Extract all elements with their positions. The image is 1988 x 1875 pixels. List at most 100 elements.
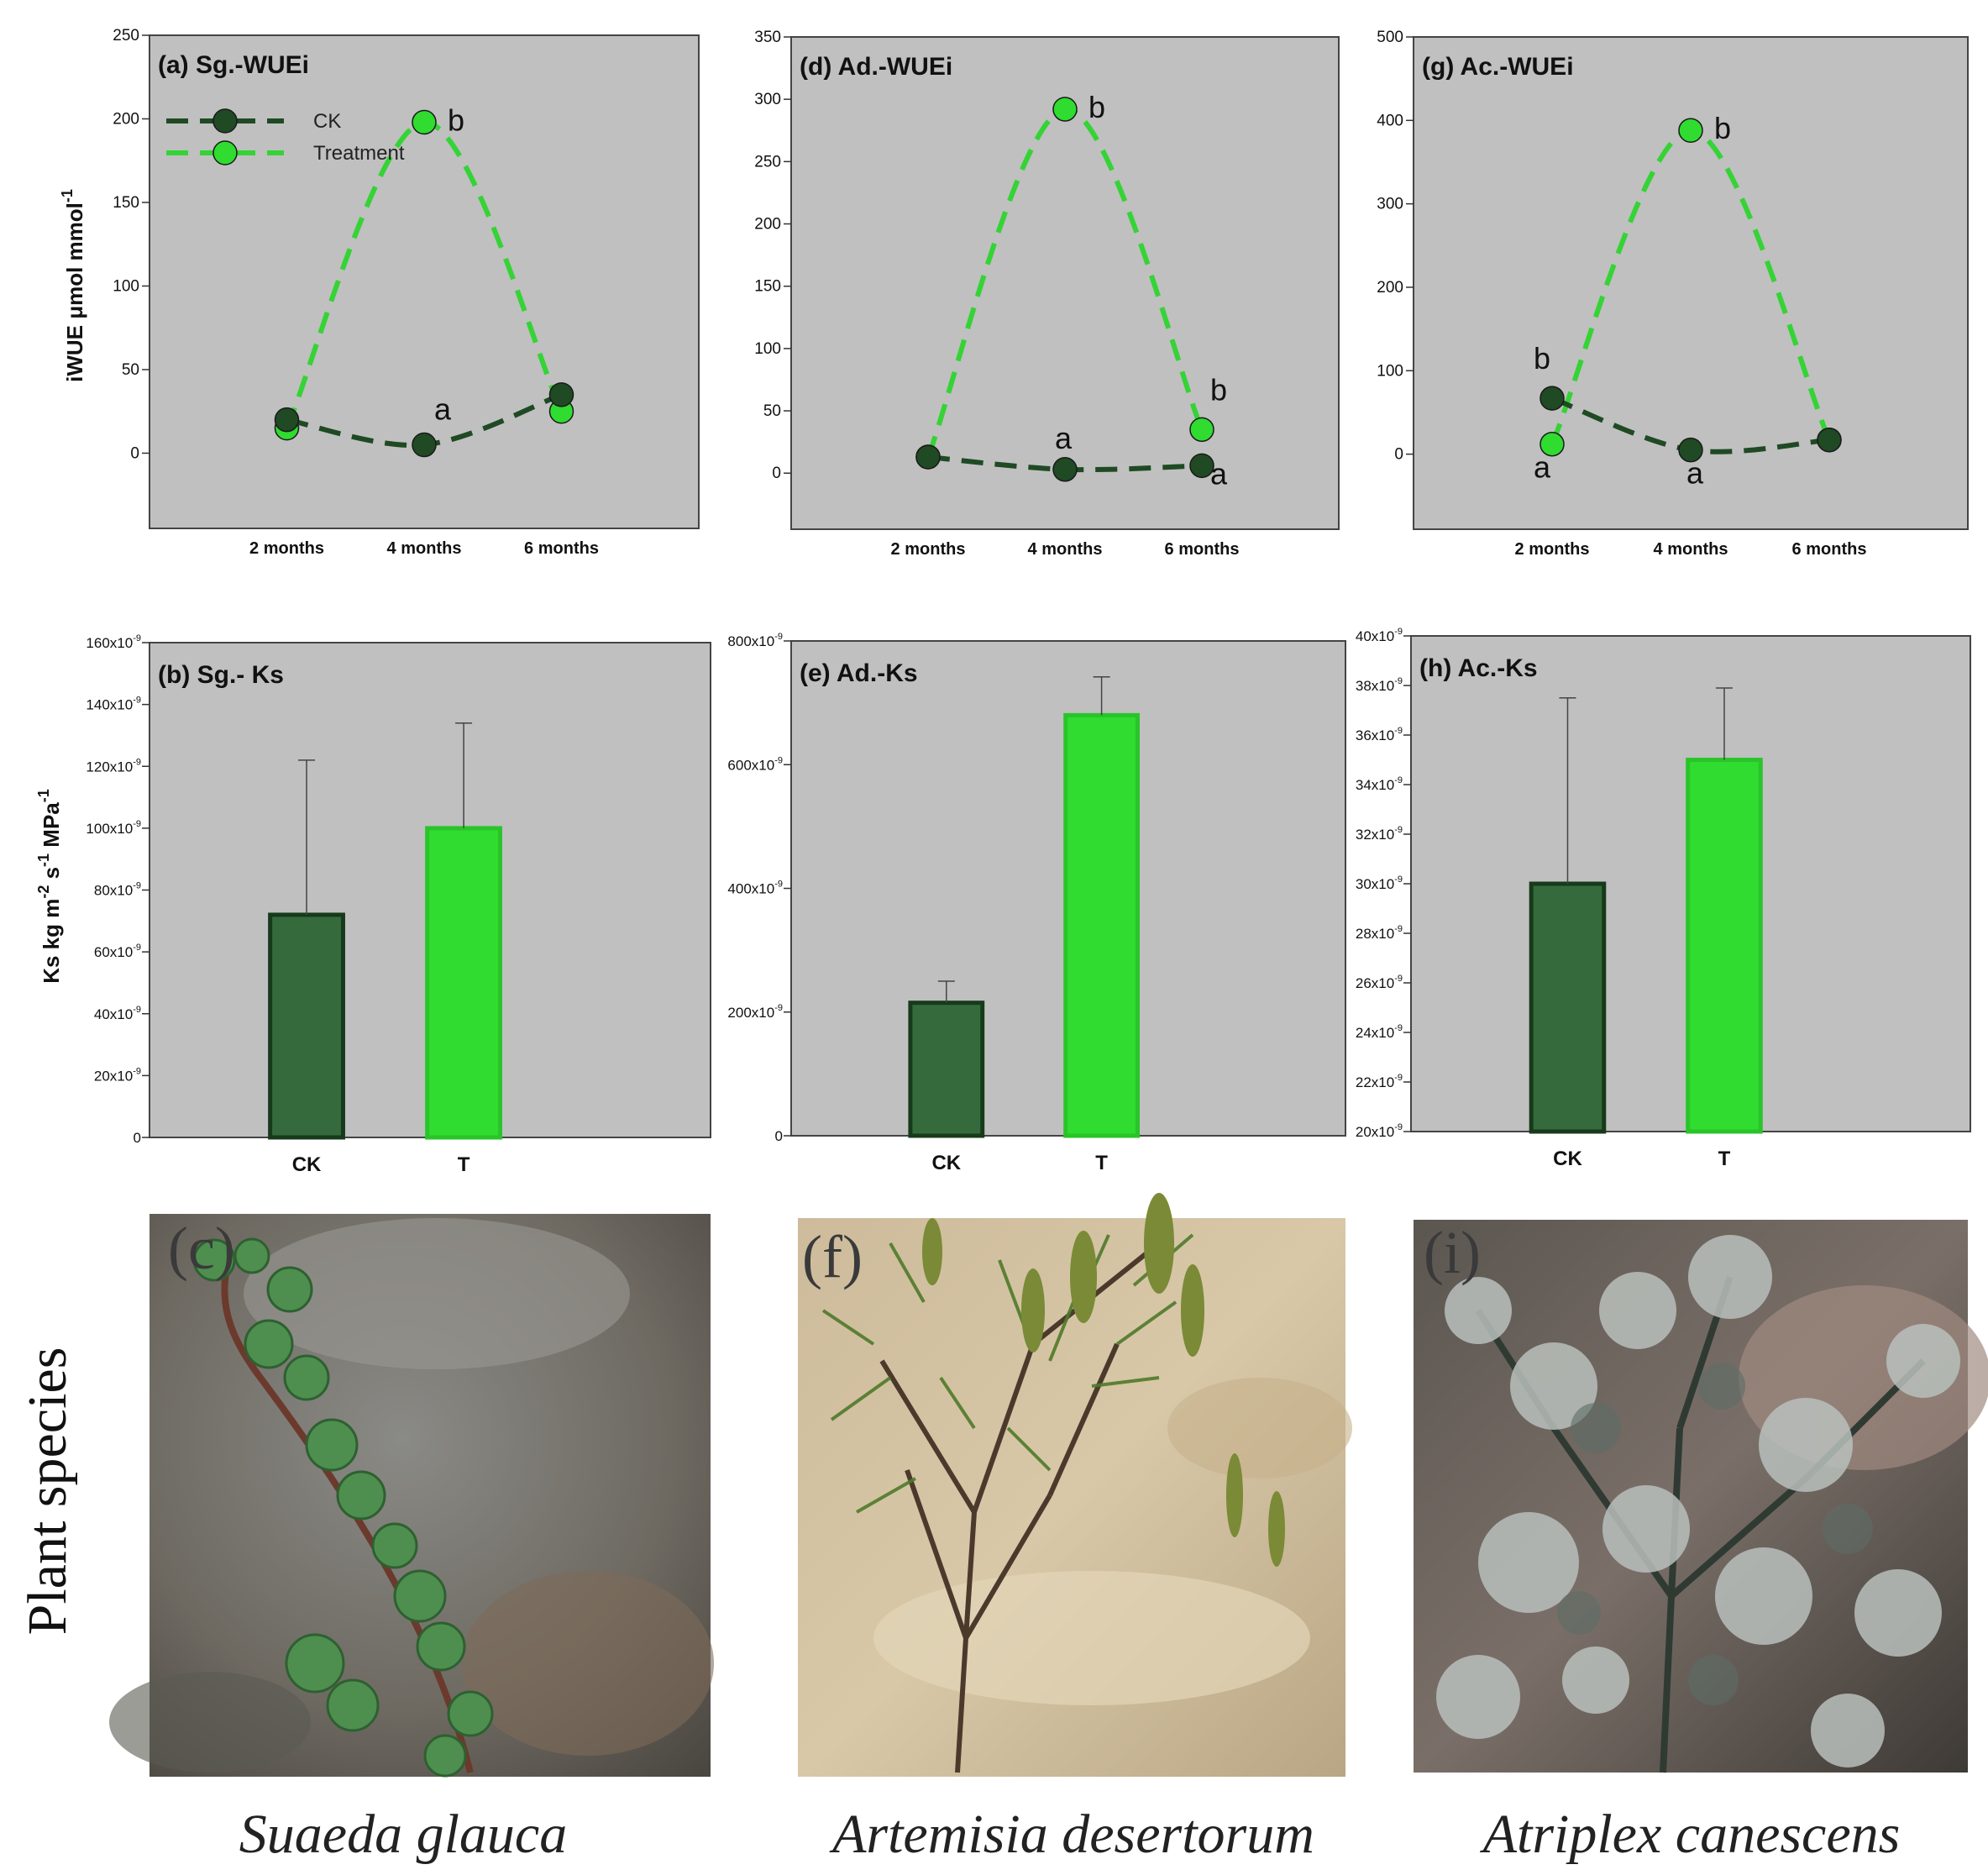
significance-letter: b	[1088, 90, 1105, 124]
significance-letter: b	[1534, 341, 1550, 376]
bar-t	[425, 826, 502, 1140]
y-tick-label: 50	[763, 402, 781, 420]
x-tick-label: T	[458, 1153, 470, 1176]
y-tick-exponent: -9	[1394, 1073, 1403, 1083]
x-tick-label: CK	[931, 1152, 961, 1174]
data-point-ck	[1678, 437, 1703, 463]
y-tick-times: x10	[110, 883, 133, 899]
data-point-treatment	[1678, 118, 1703, 143]
x-tick-label: 6 months	[1165, 540, 1240, 559]
y-tick-times: x10	[110, 635, 133, 651]
y-tick-label: 600x10-9	[727, 755, 783, 773]
y-tick-mantissa: 80	[94, 883, 110, 899]
y-tick-exponent: -9	[133, 819, 141, 829]
ks-label-sup: -1	[35, 789, 52, 802]
y-tick-mantissa: 100	[86, 821, 109, 837]
y-tick-exponent: -9	[133, 881, 141, 891]
chart-d: 0 50 100 150 200 250 300 350 (d) Ad.-WUEi 2 month…	[754, 29, 1340, 559]
y-tick-mantissa: 60	[94, 944, 110, 960]
y-tick-label: 20x10-9	[1356, 1122, 1403, 1140]
chart-title: (b) Sg.- Ks	[158, 661, 284, 689]
y-tick-label: 40x10-9	[1356, 627, 1403, 644]
significance-letter: b	[1714, 111, 1731, 145]
photo-letter-i: (i)	[1424, 1219, 1481, 1286]
data-point-ck	[1540, 386, 1565, 411]
y-tick-label: 40x10-9	[94, 1005, 141, 1022]
chart-b: 020x10-940x10-960x10-980x10-9100x10-9120…	[86, 633, 711, 1176]
y-tick-mantissa: 30	[1356, 876, 1372, 892]
photo-suaeda-glauca: (c)	[109, 1214, 714, 1778]
y-tick-label: 0	[130, 444, 139, 462]
y-tick-label: 0	[775, 1128, 783, 1144]
bar-t	[1063, 712, 1140, 1138]
y-tick-times: x10	[1372, 1124, 1394, 1140]
y-tick-times: x10	[110, 944, 133, 960]
chart-title: (g) Ac.-WUEi	[1422, 53, 1574, 81]
y-tick-label: 500	[1377, 29, 1403, 46]
y-tick-label: 200	[113, 110, 139, 128]
y-tick-times: x10	[752, 633, 774, 649]
y-tick-mantissa: 140	[86, 697, 109, 713]
y-tick-times: x10	[752, 881, 774, 897]
y-tick-label: 36x10-9	[1356, 726, 1403, 743]
y-tick-label: 140x10-9	[86, 696, 141, 713]
y-tick-times: x10	[1372, 926, 1394, 942]
y-tick-exponent: -9	[774, 1003, 783, 1013]
bar-ck	[268, 912, 345, 1140]
bar-ck	[908, 1001, 985, 1138]
x-tick-label: CK	[1553, 1148, 1582, 1170]
data-point-ck	[915, 444, 941, 470]
photo-letter-f: (f)	[802, 1223, 863, 1290]
x-tick-label: T	[1095, 1152, 1108, 1174]
y-tick-exponent: -9	[133, 757, 141, 767]
y-tick-label: 160x10-9	[86, 633, 141, 651]
y-tick-exponent: -9	[1394, 1122, 1403, 1132]
y-tick-mantissa: 400	[727, 881, 751, 897]
y-tick-label: 100x10-9	[86, 819, 141, 837]
y-tick-times: x10	[1372, 777, 1394, 793]
y-tick-mantissa: 40	[1356, 628, 1372, 644]
y-tick-exponent: -9	[1394, 775, 1403, 785]
y-tick-times: x10	[110, 821, 133, 837]
significance-letter: a	[1055, 421, 1073, 455]
y-tick-mantissa: 200	[727, 1005, 751, 1021]
y-tick-mantissa: 0	[134, 1130, 141, 1146]
y-tick-exponent: -9	[774, 755, 783, 765]
y-tick-label: 100	[1377, 362, 1403, 380]
y-tick-mantissa: 26	[1356, 975, 1372, 991]
data-point-ck	[548, 382, 574, 407]
y-tick-times: x10	[752, 1005, 774, 1021]
y-tick-times: x10	[110, 1006, 133, 1022]
y-tick-times: x10	[1372, 1025, 1394, 1041]
significance-letter: b	[1210, 372, 1227, 407]
data-point-ck	[1052, 457, 1078, 482]
y-tick-mantissa: 34	[1356, 777, 1372, 793]
y-tick-label: 100	[113, 277, 139, 295]
legend-label-treatment: Treatment	[313, 142, 405, 165]
y-tick-mantissa: 120	[86, 759, 109, 775]
y-tick-exponent: -9	[1394, 825, 1403, 835]
y-tick-label: 250	[754, 153, 781, 171]
x-tick-label: 6 months	[1792, 540, 1867, 559]
y-tick-times: x10	[1372, 975, 1394, 991]
y-tick-label: 60x10-9	[94, 943, 141, 960]
y-tick-times: x10	[110, 759, 133, 775]
y-tick-label: 26x10-9	[1356, 974, 1403, 991]
photo-artemisia-desertorum: (f)	[798, 1193, 1352, 1777]
y-tick-label: 150	[113, 194, 139, 212]
y-tick-label: 400	[1377, 112, 1403, 129]
y-tick-mantissa: 36	[1356, 727, 1372, 743]
data-point-treatment	[412, 109, 437, 135]
y-tick-mantissa: 0	[775, 1128, 783, 1144]
photo-letter-c: (c)	[168, 1215, 235, 1282]
data-point-treatment	[1189, 417, 1214, 443]
y-tick-mantissa: 32	[1356, 827, 1372, 843]
y-axis-label-wue: iWUE μmol mmol-1	[59, 189, 87, 382]
y-tick-exponent: -9	[133, 1066, 141, 1076]
ks-label-part: s	[39, 867, 64, 885]
significance-letter: b	[448, 102, 464, 137]
y-tick-exponent: -9	[774, 880, 783, 890]
y-tick-label: 150	[754, 278, 781, 296]
